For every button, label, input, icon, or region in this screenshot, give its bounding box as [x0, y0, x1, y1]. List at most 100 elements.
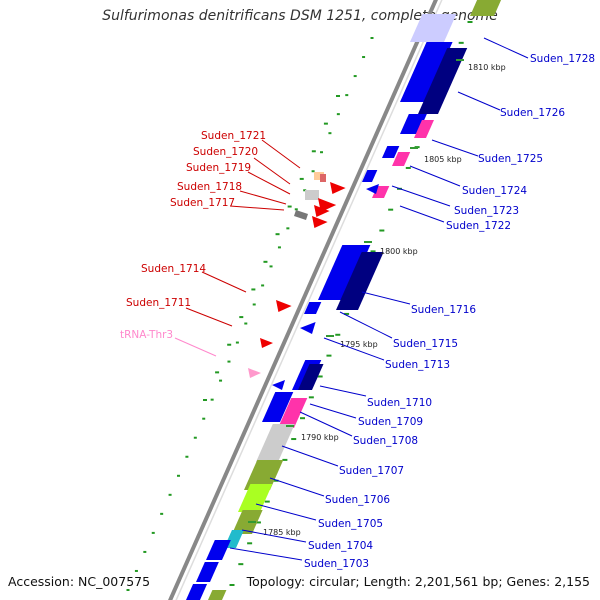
- gene-label-plus: Suden_1716: [411, 304, 476, 316]
- label-leader-minus: [247, 171, 291, 195]
- label-leader-plus: [399, 205, 445, 223]
- gene-block-1702: [186, 584, 208, 600]
- gene-label-minus: Suden_1717: [170, 197, 235, 209]
- gene-label-plus: Suden_1708: [353, 435, 418, 447]
- gene-arrow-1714: [276, 300, 292, 312]
- accession-text: Accession: NC_007575: [8, 574, 151, 589]
- scale-label: 1795 kbp: [340, 340, 378, 349]
- label-leader-plus: [269, 477, 325, 497]
- gene-block-1721b: [320, 174, 326, 182]
- gene-label-plus: Suden_1722: [446, 220, 511, 232]
- gene-block-1726: [418, 48, 468, 114]
- label-leader-trna: [174, 337, 217, 357]
- gene-block-1705: [238, 484, 273, 512]
- gene-block-1707: [256, 424, 295, 462]
- label-leader-minus: [229, 205, 285, 211]
- gene-block-1725b: [414, 120, 434, 138]
- gene-block-1723: [362, 170, 378, 182]
- gene-arrow-1710: [272, 380, 285, 390]
- gene-label-plus: Suden_1723: [454, 205, 519, 217]
- gene-label-plus: Suden_1705: [318, 518, 383, 530]
- label-leader-minus: [201, 271, 247, 293]
- gene-label-plus: Suden_1724: [462, 185, 527, 197]
- gene-label-plus: Suden_1715: [393, 338, 458, 350]
- gene-block-1724b: [392, 152, 411, 166]
- scale-label: 1810 kbp: [468, 63, 506, 72]
- gene-arrow-1720: [330, 182, 346, 194]
- gene-block-1728: [400, 42, 453, 102]
- backbone-outer-line: [168, 0, 438, 600]
- gene-label-minus: Suden_1719: [186, 162, 251, 174]
- genome-backbone: [168, 0, 443, 600]
- gene-block-pale: [410, 14, 457, 42]
- scale-label: 1790 kbp: [301, 433, 339, 442]
- label-leader-plus: [339, 311, 393, 339]
- label-leader-plus: [255, 503, 317, 521]
- gene-block-1724a: [382, 146, 400, 158]
- label-leader-plus: [431, 139, 479, 157]
- label-leader-plus: [361, 291, 411, 305]
- gene-block-olive-top: [470, 0, 502, 16]
- gene-arrow-1723: [366, 184, 379, 194]
- label-leader-plus: [309, 403, 357, 419]
- label-leader-plus: [241, 529, 307, 543]
- gene-arrow-1711: [260, 338, 273, 348]
- gene-label-plus: Suden_1728: [530, 53, 595, 65]
- gene-block-1706: [244, 460, 284, 490]
- label-leader-plus: [391, 185, 451, 207]
- gene-block-1705b: [232, 510, 263, 534]
- gene-block-1710b: [298, 364, 324, 390]
- scale-label: 1805 kbp: [424, 155, 462, 164]
- gene-block-1708: [278, 398, 308, 428]
- label-leader-plus: [483, 37, 529, 59]
- gene-label-plus: Suden_1713: [385, 359, 450, 371]
- gene-label-trna: tRNA-Thr3: [120, 329, 173, 341]
- gene-block-olive-bottom: [208, 590, 227, 600]
- gene-label-minus: Suden_1714: [141, 263, 206, 275]
- gene-label-minus: Suden_1718: [177, 181, 242, 193]
- label-leader-minus: [261, 139, 301, 169]
- label-leader-minus: [253, 157, 291, 185]
- gene-label-plus: Suden_1704: [308, 540, 373, 552]
- scale-label: 1800 kbp: [380, 247, 418, 256]
- gene-block-1721: [314, 172, 324, 180]
- backbone-inner-line: [175, 0, 443, 600]
- gene-label-minus: Suden_1720: [193, 146, 258, 158]
- gene-label-plus: Suden_1725: [478, 153, 543, 165]
- label-leader-plus: [281, 445, 339, 467]
- gene-label-plus: Suden_1710: [367, 397, 432, 409]
- gene-block-1703: [206, 540, 231, 560]
- genome-summary-text: Topology: circular; Length: 2,201,561 bp…: [246, 574, 590, 589]
- scale-marks: 1810 kbp 1805 kbp 1800 kbp 1795 kbp 1790 kbp…: [248, 59, 506, 537]
- gene-label-plus: Suden_1707: [339, 465, 404, 477]
- gene-label-plus: Suden_1709: [358, 416, 423, 428]
- gene-block-1709: [262, 392, 294, 422]
- gene-label-minus: Suden_1711: [126, 297, 191, 309]
- label-leader-plus: [323, 337, 385, 361]
- scale-label: 1785 kbp: [263, 528, 301, 537]
- label-leader-plus: [299, 411, 353, 437]
- gene-block-1717: [294, 210, 308, 220]
- gene-arrow-1717: [312, 216, 328, 228]
- gene-label-plus: Suden_1703: [304, 558, 369, 570]
- label-leader-plus: [229, 547, 303, 561]
- gene-arrow-1718b: [314, 205, 330, 217]
- gene-label-plus: Suden_1726: [500, 107, 565, 119]
- label-leader-plus: [409, 165, 461, 187]
- gene-block-1703b: [196, 562, 219, 582]
- gene-block-1716b: [336, 252, 384, 310]
- gene-label-minus: Suden_1721: [201, 130, 266, 142]
- gene-labels: Suden_1728 Suden_1726 Suden_1725 Suden_1724…: [120, 37, 595, 570]
- gene-label-plus: Suden_1706: [325, 494, 390, 506]
- gene-block-1719: [305, 190, 319, 200]
- label-leader-minus: [239, 190, 287, 205]
- label-leader-plus: [457, 91, 501, 111]
- label-leader-plus: [319, 385, 367, 397]
- gene-arrow-1713: [300, 322, 316, 334]
- gene-block-1715: [304, 302, 322, 314]
- gene-track: [186, 0, 502, 600]
- trna-arrow-thr3: [248, 368, 261, 378]
- map-title: Sulfurimonas denitrificans DSM 1251, com…: [102, 8, 498, 24]
